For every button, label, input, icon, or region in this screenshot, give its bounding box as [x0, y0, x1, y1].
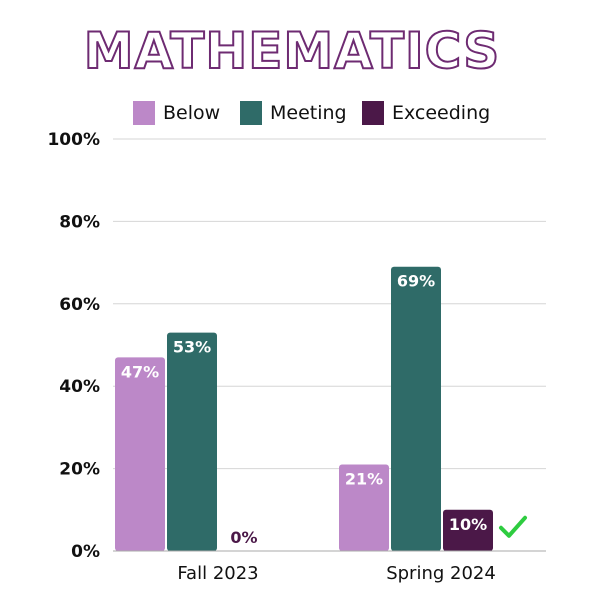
legend-label-exceeding: Exceeding — [392, 102, 490, 124]
legend-swatch-below — [133, 101, 155, 125]
x-axis: Fall 2023 Spring 2024 — [113, 550, 546, 584]
bar-meeting-0 — [167, 332, 217, 551]
data-label: 69% — [397, 272, 435, 291]
bar-below-1 — [339, 464, 389, 551]
x-tick-label: Fall 2023 — [177, 563, 258, 584]
y-tick-label: 40% — [59, 377, 100, 397]
data-label: 10% — [449, 515, 487, 534]
x-tick-label: Spring 2024 — [386, 563, 496, 584]
data-label: 0% — [230, 528, 257, 547]
bar-exceeding-1 — [443, 509, 493, 551]
annotations — [499, 515, 527, 538]
legend-label-meeting: Meeting — [270, 102, 347, 124]
legend-label-below: Below — [163, 102, 220, 124]
chart-title: MATHEMATICS — [84, 22, 501, 80]
y-axis: 0% 20% 40% 60% 80% 100% — [47, 130, 100, 562]
data-label: 21% — [345, 469, 383, 488]
bar-below-0 — [115, 357, 165, 551]
y-tick-label: 80% — [59, 212, 100, 232]
legend-swatch-meeting — [240, 101, 262, 125]
y-tick-label: 60% — [59, 295, 100, 315]
y-tick-label: 20% — [59, 460, 100, 480]
data-label: 47% — [121, 362, 159, 381]
y-tick-label: 0% — [71, 542, 100, 562]
legend: Below Meeting Exceeding — [133, 101, 490, 125]
legend-swatch-exceeding — [362, 101, 384, 125]
bars: 47% 53% 0% 21% 69% 10% — [115, 266, 493, 551]
y-tick-label: 100% — [47, 130, 100, 150]
checkmark-icon — [499, 515, 527, 538]
bar-meeting-1 — [391, 266, 441, 551]
data-label: 53% — [173, 338, 211, 357]
